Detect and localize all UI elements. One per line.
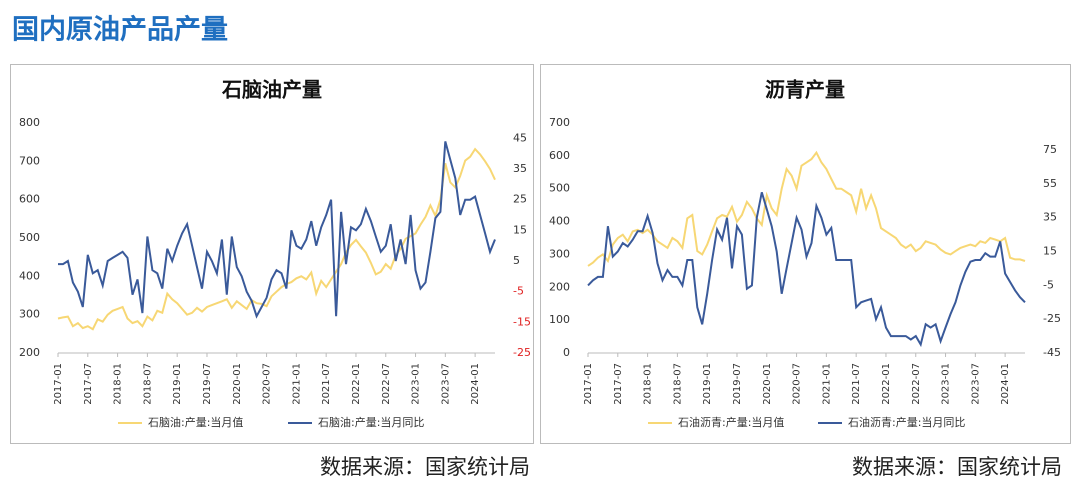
- x-tick-label: 2022-01: [351, 363, 362, 405]
- series-line: [587, 192, 1026, 348]
- series-line: [587, 150, 1026, 267]
- x-tick-label: 2018-01: [113, 363, 124, 405]
- y-tick-label: 300: [549, 247, 570, 260]
- x-tick-label: 2024-01: [470, 363, 481, 405]
- panel-border: [540, 64, 1071, 444]
- y-tick-label: 200: [549, 280, 570, 293]
- x-tick-label: 2018-07: [672, 363, 683, 405]
- y2-tick-label: -5: [1043, 278, 1054, 291]
- y2-tick-label: 15: [513, 223, 527, 236]
- series-line: [58, 141, 496, 319]
- x-tick-label: 2018-07: [142, 363, 153, 405]
- legend-label: 石油沥青:产量:当月值: [678, 415, 784, 429]
- y2-tick-label: 15: [1043, 245, 1057, 258]
- x-tick-label: 2021-07: [851, 363, 862, 405]
- x-tick-label: 2020-07: [262, 363, 273, 405]
- y-tick-label: 800: [19, 116, 40, 129]
- x-tick-label: 2023-07: [440, 363, 451, 405]
- series-line: [57, 147, 496, 331]
- x-tick-label: 2021-01: [821, 363, 832, 405]
- x-tick-label: 2020-01: [762, 363, 773, 405]
- source-note: 数据来源：国家统计局: [320, 455, 530, 479]
- x-tick-label: 2018-01: [643, 363, 654, 405]
- legend-label: 石油沥青:产量:当月同比: [848, 415, 965, 429]
- x-tick-label: 2017-01: [583, 363, 594, 405]
- x-tick-label: 2022-07: [381, 363, 392, 405]
- page-title: 国内原油产品产量: [12, 15, 228, 46]
- y2-tick-label: -15: [513, 315, 531, 328]
- x-tick-label: 2021-01: [291, 363, 302, 405]
- y2-tick-label: -25: [513, 346, 531, 359]
- y-tick-label: 700: [19, 154, 40, 167]
- y2-tick-label: -5: [513, 285, 524, 298]
- x-tick-label: 2023-01: [941, 363, 952, 405]
- x-tick-label: 2019-01: [702, 363, 713, 405]
- y-tick-label: 700: [549, 116, 570, 129]
- y2-tick-label: 75: [1043, 143, 1057, 156]
- y2-tick-label: 55: [1043, 177, 1057, 190]
- y-tick-label: 500: [19, 231, 40, 244]
- x-tick-label: 2019-07: [202, 363, 213, 405]
- x-tick-label: 2022-01: [881, 363, 892, 405]
- y-tick-label: 300: [19, 308, 40, 321]
- y-tick-label: 400: [549, 215, 570, 228]
- x-tick-label: 2020-01: [232, 363, 243, 405]
- chart-title: 石脑油产量: [221, 78, 322, 102]
- x-tick-label: 2017-07: [613, 363, 624, 405]
- x-tick-label: 2019-07: [732, 363, 743, 405]
- x-tick-label: 2024-01: [1000, 363, 1011, 405]
- y2-tick-label: 5: [513, 254, 520, 267]
- x-tick-label: 2023-01: [411, 363, 422, 405]
- x-tick-label: 2017-01: [53, 363, 64, 405]
- y2-tick-label: 45: [513, 131, 527, 144]
- x-tick-label: 2019-01: [172, 363, 183, 405]
- legend-label: 石脑油:产量:当月值: [148, 415, 243, 429]
- x-tick-label: 2021-07: [321, 363, 332, 405]
- x-tick-label: 2017-07: [83, 363, 94, 405]
- y2-tick-label: 35: [1043, 211, 1057, 224]
- y2-tick-label: -25: [1043, 312, 1061, 325]
- panel-border: [10, 64, 534, 444]
- y-tick-label: 100: [549, 313, 570, 326]
- y2-tick-label: 35: [513, 162, 527, 175]
- x-tick-label: 2022-07: [911, 363, 922, 405]
- y-tick-label: 0: [563, 346, 570, 359]
- chart-title: 沥青产量: [765, 78, 845, 102]
- x-tick-label: 2020-07: [792, 363, 803, 405]
- legend-label: 石脑油:产量:当月同比: [318, 415, 424, 429]
- y-tick-label: 400: [19, 269, 40, 282]
- y2-tick-label: -45: [1043, 346, 1061, 359]
- y-tick-label: 600: [549, 149, 570, 162]
- x-tick-label: 2023-07: [970, 363, 981, 405]
- y-tick-label: 600: [19, 193, 40, 206]
- y2-tick-label: 25: [513, 193, 527, 206]
- source-note: 数据来源：国家统计局: [852, 455, 1062, 479]
- y-tick-label: 200: [19, 346, 40, 359]
- y-tick-label: 500: [549, 182, 570, 195]
